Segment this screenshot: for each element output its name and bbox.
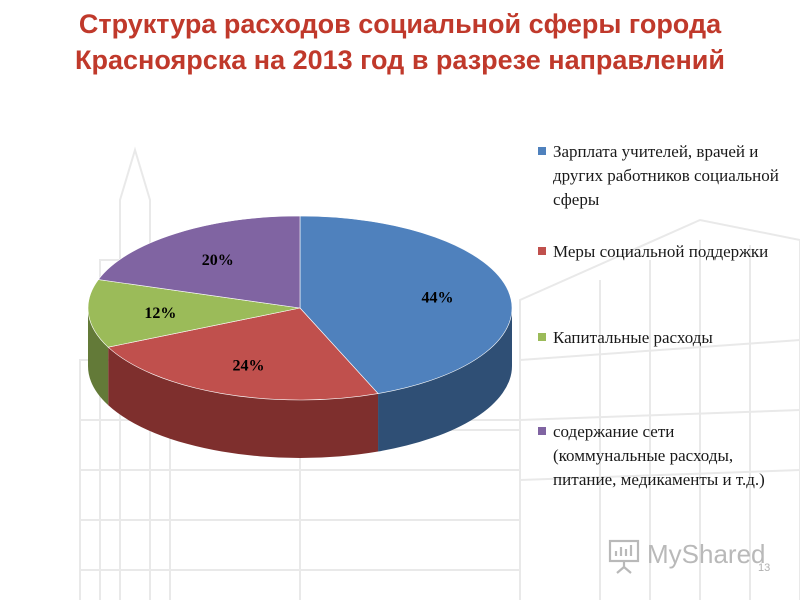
page-number: 13: [758, 562, 771, 574]
legend-label: Капитальные расходы: [553, 328, 713, 347]
pie-data-label: 12%: [144, 305, 176, 322]
pie-data-label: 20%: [202, 252, 234, 269]
pie-slice-side: [108, 347, 379, 458]
presentation-board-icon: [608, 539, 640, 574]
myshared-watermark: MyShared: [607, 535, 777, 575]
watermark-text: MyShared: [647, 539, 766, 569]
legend-swatch: [538, 333, 546, 341]
pie-top: [87, 215, 513, 401]
pie-data-label: 44%: [421, 290, 453, 307]
pie-slice: [107, 307, 379, 401]
legend-label: содержание сети (коммунальные расходы, п…: [553, 422, 765, 489]
pie-slice-side: [88, 308, 109, 406]
pie-data-label: 24%: [232, 357, 264, 374]
pie-slice: [87, 279, 301, 348]
pie-slice-side: [378, 308, 512, 452]
legend-swatch: [538, 247, 546, 255]
page-title: Структура расходов социальной сферы горо…: [75, 9, 725, 75]
legend-swatch: [538, 147, 546, 155]
legend-swatch: [538, 427, 546, 435]
legend-label: Зарплата учителей, врачей и других работ…: [553, 142, 779, 209]
pie-slice: [299, 215, 513, 394]
legend-label: Меры социальной поддержки: [553, 242, 769, 261]
pie-slice: [97, 215, 301, 309]
pie-sides: [88, 308, 512, 458]
